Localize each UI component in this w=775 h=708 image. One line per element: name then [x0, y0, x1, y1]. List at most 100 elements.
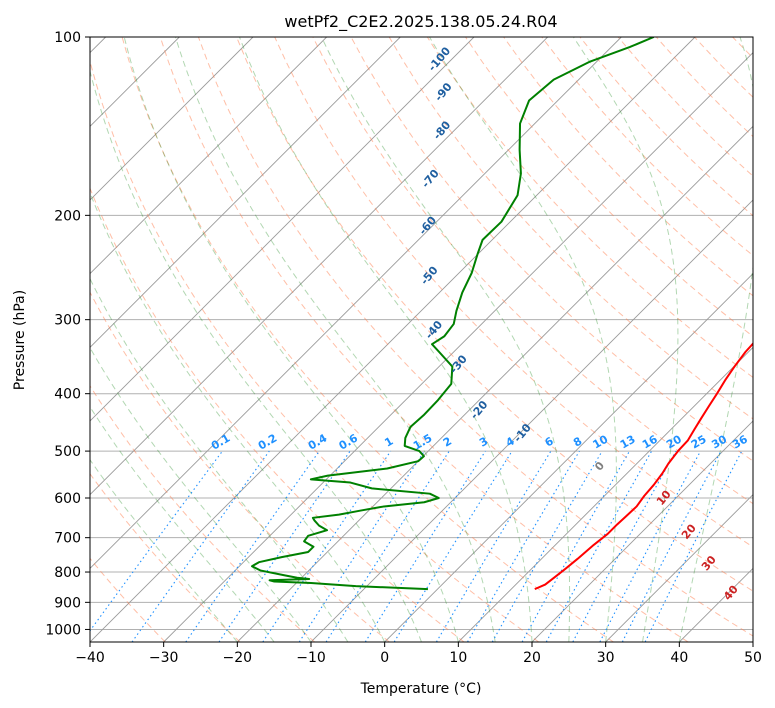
isotherm-line	[163, 52, 753, 642]
data-lines	[251, 37, 753, 591]
isotherm-line	[310, 199, 753, 642]
moist-adiabat-line	[90, 458, 238, 642]
y-tick-label: 300	[54, 313, 81, 329]
moist-adiabat-line	[321, 37, 571, 642]
mixing-ratio-label: 0.4	[306, 431, 330, 452]
isotherm-line	[90, 37, 254, 201]
dry-adiabat-line	[236, 37, 753, 592]
x-tick-label: 0	[380, 650, 389, 666]
mixing-ratio-line	[467, 450, 580, 642]
dry-adiabat-line	[90, 187, 465, 642]
mixing-ratio-line	[572, 450, 677, 642]
isotherm-line	[458, 346, 753, 642]
mixing-ratio-line	[435, 450, 552, 642]
moist-adiabat-line	[90, 277, 349, 642]
x-tick-label: −30	[149, 650, 179, 666]
isotherm-line	[90, 37, 327, 275]
moist-adiabat-line	[90, 69, 422, 642]
isotherm-line	[90, 37, 401, 348]
moist-adiabat-label: 40	[721, 583, 741, 603]
dry-adiabat-label: -20	[468, 398, 491, 422]
x-axis-label: Temperature (°C)	[360, 681, 482, 697]
dry-adiabat-line	[541, 37, 753, 257]
mixing-ratio-label: 2	[441, 435, 454, 450]
isotherm-line	[90, 37, 475, 422]
moist-adiabat-label: 30	[699, 553, 719, 573]
isotherm-line	[237, 125, 753, 642]
mixing-ratio-line	[262, 450, 392, 642]
moist-adiabat-line	[90, 346, 312, 642]
isotherm-line	[90, 37, 696, 642]
mixing-ratio-line	[393, 450, 513, 642]
mixing-ratio-line	[364, 450, 486, 642]
dry-adiabat-label: -30	[447, 352, 470, 376]
dry-adiabat-line	[90, 472, 241, 642]
temperature-profile-line	[534, 342, 753, 591]
isotherm-line	[90, 37, 548, 496]
mixing-ratio-label: 10	[590, 432, 610, 451]
isotherm-line	[90, 37, 622, 569]
mixing-ratio-label: 30	[709, 432, 729, 451]
mixing-ratio-line	[90, 450, 223, 632]
dry-adiabat-line	[121, 37, 614, 642]
dry-adiabat-line	[732, 37, 753, 59]
dry-adiabat-label: -60	[416, 214, 439, 238]
plot-frame	[89, 36, 754, 643]
x-tick-label: 30	[597, 650, 615, 666]
moist-adiabat-line	[572, 37, 679, 642]
dry-adiabat-line	[771, 37, 775, 642]
mixing-ratio-line	[545, 450, 653, 642]
x-tick-label: 20	[523, 650, 541, 666]
y-tick-label: 100	[54, 30, 81, 46]
chart-title: wetPf2_C2E2.2025.138.05.24.R04	[284, 12, 557, 32]
background-lines	[90, 37, 775, 642]
moist-adiabat-label: 0	[592, 459, 607, 473]
dry-adiabat-line	[426, 37, 753, 379]
isotherm-line	[384, 273, 753, 642]
y-tick-label: 1000	[45, 622, 81, 638]
dry-adiabat-line	[159, 37, 689, 642]
y-axis-ticks: 100 200 300 400 500 600 700 800 900 1000	[45, 30, 90, 638]
dry-adiabat-label: -50	[418, 264, 441, 288]
dry-adiabat-line	[694, 37, 753, 98]
mixing-ratio-line	[131, 450, 270, 642]
dry-adiabat-line	[90, 384, 316, 642]
dry-adiabat-line	[274, 37, 753, 548]
moist-adiabat-line	[90, 406, 275, 642]
x-tick-label: 40	[670, 650, 688, 666]
isotherm-line	[752, 641, 753, 642]
y-tick-label: 700	[54, 531, 81, 547]
x-tick-label: −10	[296, 650, 326, 666]
dry-adiabat-line	[388, 37, 753, 420]
mixing-ratio-line	[644, 450, 743, 642]
mixing-ratio-line	[185, 450, 320, 642]
dry-adiabat-line	[197, 37, 753, 637]
moist-adiabat-line	[174, 37, 496, 642]
adiabat-labels: 0.1 0.2 0.4 0.6 1 1.5 2 3 4 6 8 10 13 16 20 25 30 36-100-…	[209, 44, 750, 603]
moist-adiabat-line	[90, 191, 386, 642]
dry-adiabat-line	[655, 37, 753, 138]
y-tick-label: 400	[54, 387, 81, 403]
mixing-ratio-label: 0.1	[209, 432, 232, 453]
y-tick-label: 900	[54, 595, 81, 611]
mixing-ratio-label: 0.2	[256, 432, 279, 453]
isotherm-line	[605, 494, 753, 642]
mixing-ratio-label: 3	[477, 435, 490, 450]
mixing-ratio-line	[218, 450, 351, 642]
dewpoint-profile-line	[251, 37, 655, 591]
x-tick-label: 50	[744, 650, 762, 666]
y-axis-label: Pressure (hPa)	[12, 290, 28, 390]
moist-adiabat-line	[429, 37, 617, 642]
mixing-ratio-label: 36	[730, 432, 750, 451]
x-axis-ticks: −40 −30 −20 −10 0 10 20 30 40 50	[75, 642, 762, 666]
isotherm-line	[679, 567, 753, 642]
mixing-ratio-line	[298, 450, 425, 642]
mixing-ratio-line	[621, 450, 722, 642]
y-tick-label: 500	[54, 444, 81, 460]
mixing-ratio-label: 16	[640, 432, 660, 451]
y-tick-label: 200	[54, 208, 81, 224]
dry-adiabat-line	[465, 37, 753, 338]
y-tick-label: 800	[54, 565, 81, 581]
dry-adiabat-line	[312, 37, 753, 505]
